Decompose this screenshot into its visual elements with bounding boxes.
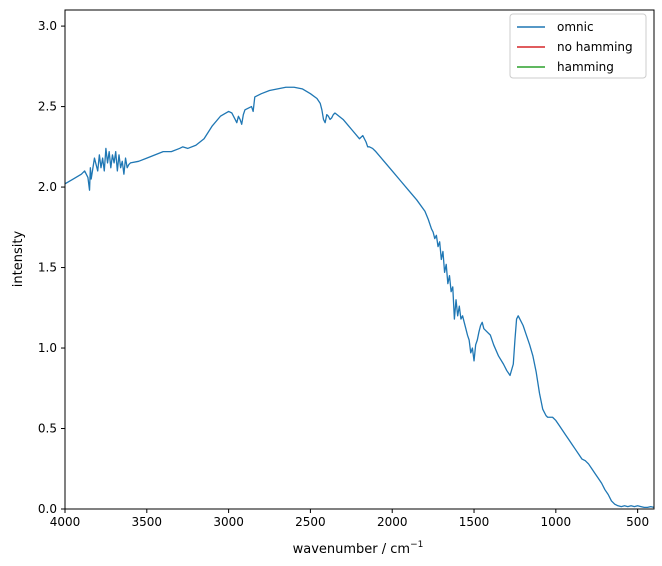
y-tick-label: 1.5 [38, 261, 57, 275]
x-tick-label: 500 [626, 515, 649, 529]
plot-area [64, 86, 655, 509]
y-tick-label: 2.5 [38, 100, 57, 114]
legend: omnic no hamming hamming [509, 13, 647, 79]
x-tick-label: 3500 [132, 515, 163, 529]
legend-box [509, 13, 647, 79]
axis-ticks: 4000 3500 3000 2500 2000 1500 1000 500 0.0 0.5 1.0… [38, 19, 649, 529]
x-tick-label: 2500 [295, 515, 326, 529]
y-tick-label: 0.0 [38, 502, 57, 516]
legend-label: hamming [557, 60, 614, 74]
y-tick-label: 3.0 [38, 19, 57, 33]
y-tick-label: 2.0 [38, 180, 57, 194]
y-tick-label: 1.0 [38, 341, 57, 355]
x-tick-label: 3000 [213, 515, 244, 529]
x-axis-label: wavenumber / cm−1 [293, 540, 424, 557]
y-axis-label: intensity [11, 231, 26, 288]
x-tick-label: 1500 [459, 515, 490, 529]
legend-label: omnic [557, 20, 594, 34]
series-line-omnic [64, 86, 655, 509]
plot-frame [64, 9, 655, 510]
x-tick-label: 4000 [50, 515, 81, 529]
x-tick-label: 2000 [377, 515, 408, 529]
legend-label: no hamming [557, 40, 633, 54]
y-tick-label: 0.5 [38, 422, 57, 436]
x-tick-label: 1000 [541, 515, 572, 529]
